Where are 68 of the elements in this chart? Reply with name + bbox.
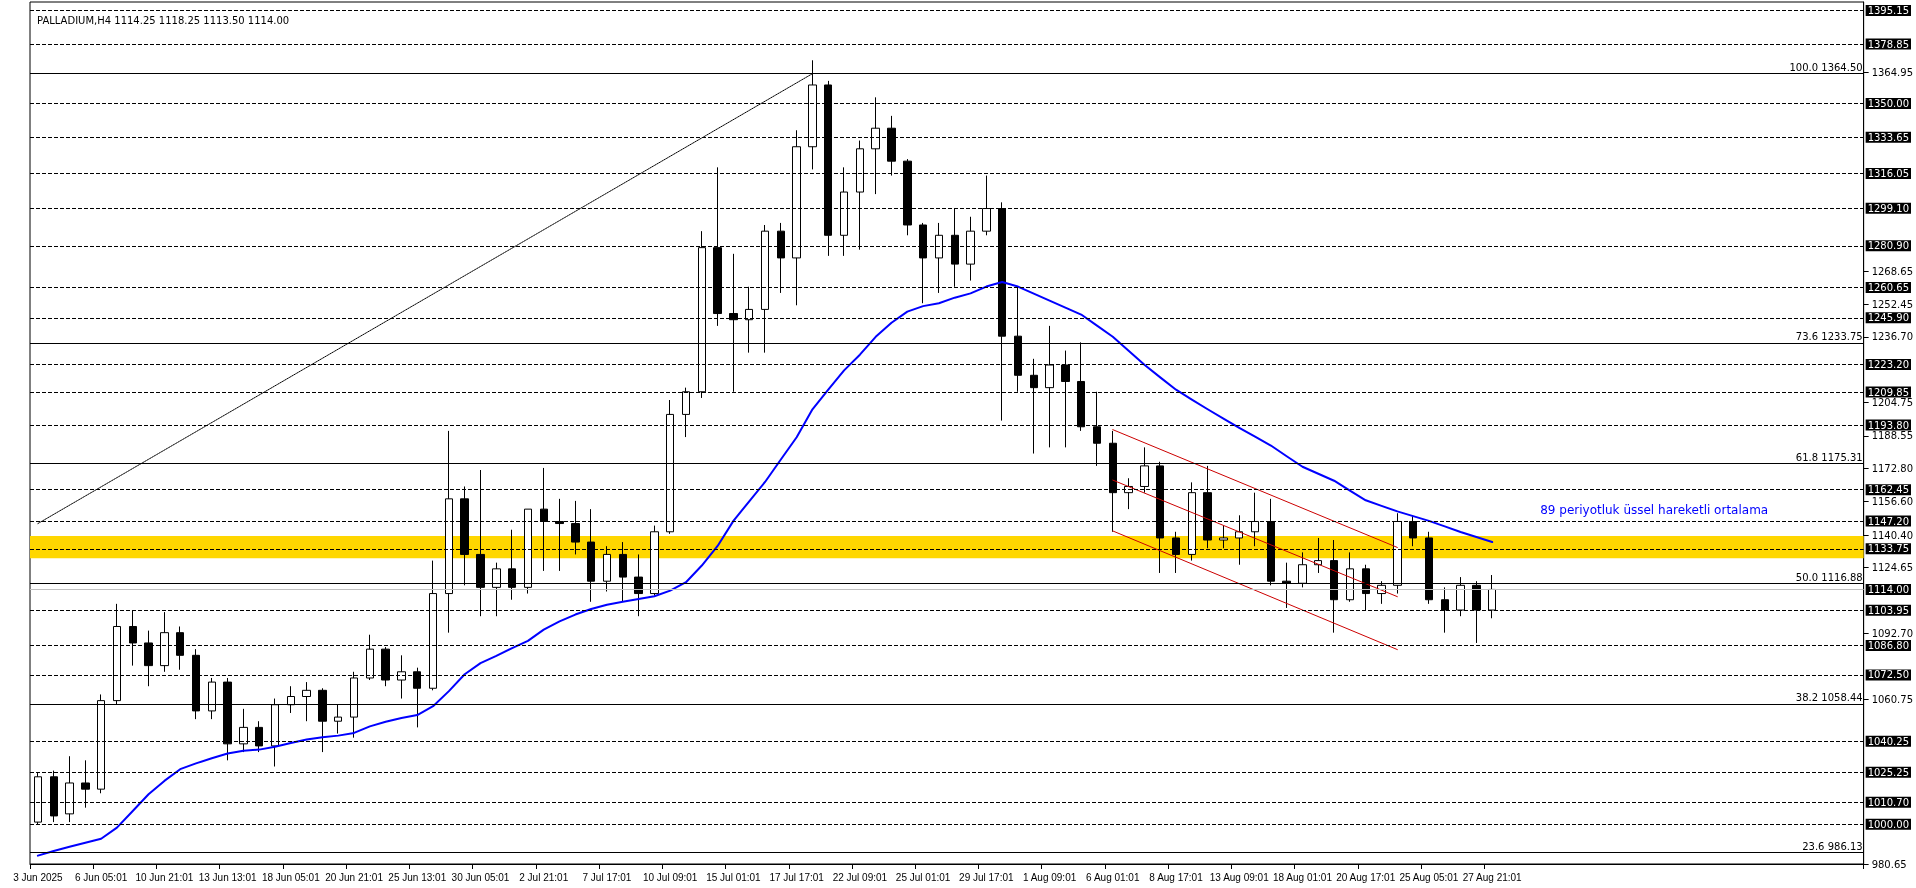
text: 89 periyotluk üssel hareketli ortalama xyxy=(1540,503,1769,518)
ref-line-label: 1103.95 xyxy=(1867,604,1910,616)
ref-line-label: 1000.00 xyxy=(1867,818,1910,830)
x-tick-label: 25 Aug 05:01 xyxy=(1399,871,1459,883)
ref-line-label: 1395.15 xyxy=(1867,5,1910,17)
x-tick-label: 29 Jul 17:01 xyxy=(959,871,1015,883)
ref-line-label: 1193.80 xyxy=(1867,419,1910,431)
ref-line-label: 1299.10 xyxy=(1867,202,1910,214)
ref-line-label: 1162.45 xyxy=(1867,484,1910,496)
y-tick-label: 1156.60 xyxy=(1871,496,1914,508)
x-tick-label: 1 Aug 09:01 xyxy=(1022,871,1077,883)
ref-line-label: 61.8 1175.31 xyxy=(1795,451,1863,463)
x-tick-label: 20 Aug 17:01 xyxy=(1336,871,1396,883)
x-tick-label: 15 Jul 01:01 xyxy=(706,871,762,883)
ref-line-label: 1025.25 xyxy=(1867,766,1910,778)
x-tick-label: 13 Jun 13:01 xyxy=(198,871,257,883)
x-tick-label: 20 Jun 21:01 xyxy=(325,871,384,883)
ref-line-label: 100.0 1364.50 xyxy=(1789,62,1863,74)
ref-line-label: 1010.70 xyxy=(1867,796,1910,808)
x-tick-label: 3 Jun 2025 xyxy=(13,871,64,883)
y-tick-label: 1252.45 xyxy=(1871,298,1914,310)
y-tick-label: 1124.65 xyxy=(1871,562,1914,573)
ref-line-label: 1378.85 xyxy=(1867,38,1910,50)
ref-line-label: 1114.00 xyxy=(1867,583,1910,595)
ref-line-label: 1133.75 xyxy=(1867,543,1910,555)
x-tick-label: 18 Aug 01:01 xyxy=(1273,871,1333,883)
y-tick-label: 1140.40 xyxy=(1871,529,1914,541)
x-tick-label: 18 Jun 05:01 xyxy=(261,871,321,883)
x-tick-label: 17 Jul 17:01 xyxy=(769,871,825,883)
y-tick-label: 1172.80 xyxy=(1871,462,1914,474)
x-tick-label: 22 Jul 09:01 xyxy=(832,871,888,883)
ref-line-label: 1147.20 xyxy=(1867,515,1910,527)
y-tick-label: 1060.75 xyxy=(1871,693,1914,705)
ref-line-label: 1245.90 xyxy=(1867,312,1910,324)
x-tick-label: 10 Jun 21:01 xyxy=(135,871,194,883)
ref-line-label: 1350.00 xyxy=(1867,98,1910,110)
x-tick-label: 7 Jul 17:01 xyxy=(582,871,632,883)
x-tick-label: 25 Jun 13:01 xyxy=(388,871,447,883)
ref-line-label: 1072.50 xyxy=(1867,669,1910,681)
y-tick-label: 1092.70 xyxy=(1871,627,1914,639)
text: PALLADIUM,H4 1114.25 1118.25 1113.50 1114.00 xyxy=(37,14,290,26)
y-tick-label: 1268.65 xyxy=(1871,265,1914,277)
y-tick-label: 980.65 xyxy=(1871,858,1907,870)
y-tick-label: 1364.95 xyxy=(1871,67,1914,79)
x-tick-label: 2 Jul 21:01 xyxy=(519,871,569,883)
ref-line-label: 1316.05 xyxy=(1867,167,1910,179)
y-tick-label: 1204.75 xyxy=(1871,397,1914,409)
ref-line-label: 1086.80 xyxy=(1867,639,1910,651)
ref-line-label: 38.2 1058.44 xyxy=(1795,692,1863,704)
y-tick-label: 1188.55 xyxy=(1871,430,1914,442)
x-tick-label: 8 Aug 17:01 xyxy=(1149,871,1204,883)
ref-line-label: 1333.65 xyxy=(1867,131,1910,143)
ref-line-label: 1209.85 xyxy=(1867,386,1910,398)
ref-line-label: 1223.20 xyxy=(1867,359,1910,371)
x-tick-label: 10 Jul 09:01 xyxy=(642,871,698,883)
ref-line-label: 1040.25 xyxy=(1867,735,1910,747)
x-tick-label: 25 Jul 01:01 xyxy=(895,871,951,883)
x-tick-label: 13 Aug 09:01 xyxy=(1209,871,1270,883)
y-tick-label: 1236.70 xyxy=(1871,331,1914,343)
ref-line-label: 1280.90 xyxy=(1867,240,1910,252)
ref-line-label: 50.0 1116.88 xyxy=(1795,572,1863,583)
x-tick-label: 27 Aug 21:01 xyxy=(1462,871,1523,883)
ref-line-label: 1260.65 xyxy=(1867,281,1910,293)
x-tick-label: 6 Aug 01:01 xyxy=(1086,871,1140,883)
ref-line-label: 73.6 1233.75 xyxy=(1795,331,1863,343)
x-tick-label: 30 Jun 05:01 xyxy=(451,871,510,883)
ref-line-label: 23.6 986.13 xyxy=(1802,841,1863,853)
x-tick-label: 6 Jun 05:01 xyxy=(75,871,128,883)
